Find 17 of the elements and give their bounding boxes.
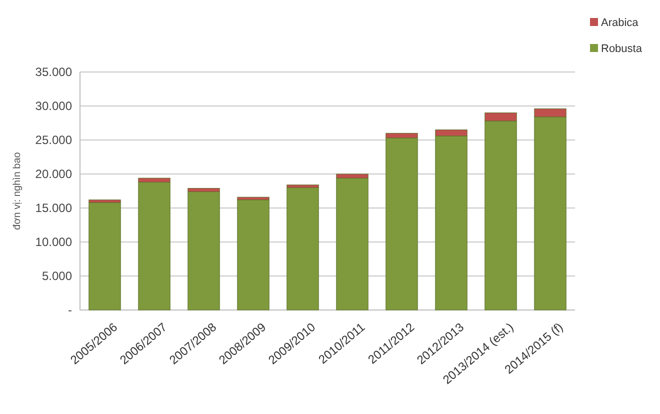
y-tick-label: 15.000 xyxy=(35,201,72,216)
y-tick-label: 20.000 xyxy=(35,167,72,182)
bar xyxy=(336,178,368,310)
y-axis-title: đơn vị: nghìn bao xyxy=(12,152,23,230)
bar xyxy=(88,202,121,310)
y-tick-label: 5.000 xyxy=(42,269,72,284)
legend-label: Arabica xyxy=(601,16,640,29)
bar xyxy=(237,200,270,310)
bar xyxy=(286,187,319,310)
y-tick-label: 35.000 xyxy=(35,65,72,80)
bar xyxy=(188,191,220,310)
bar xyxy=(138,182,170,310)
y-tick-label: 30.000 xyxy=(35,99,72,114)
legend-label: Robusta xyxy=(601,42,643,55)
y-tick-label: 10.000 xyxy=(35,235,72,250)
y-tick-label: 25.000 xyxy=(35,133,72,148)
y-tick-label: - xyxy=(68,303,72,318)
